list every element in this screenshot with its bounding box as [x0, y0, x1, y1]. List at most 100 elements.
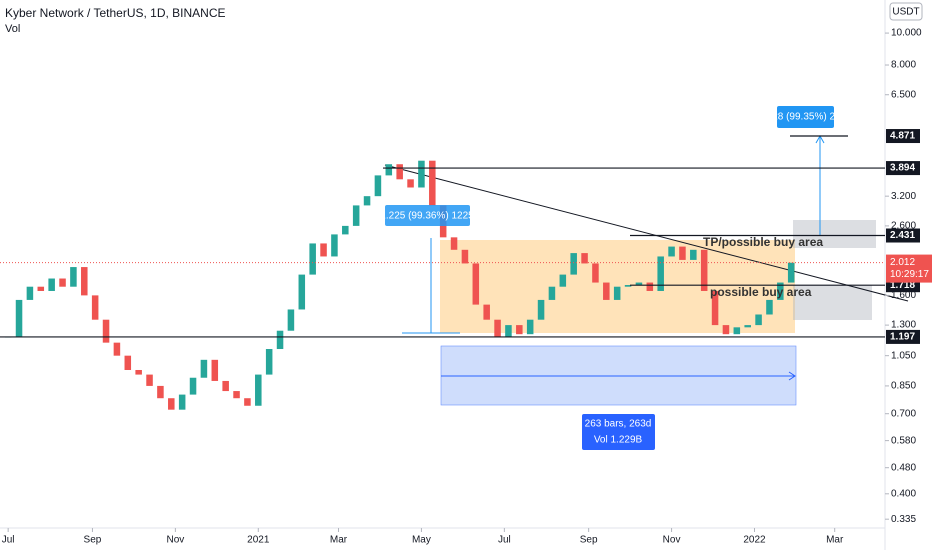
candle — [429, 160, 436, 206]
candle — [91, 295, 99, 320]
y-tick-label: 0.580 — [891, 435, 916, 446]
date-range-label: Vol 1.229B — [594, 435, 643, 446]
candle — [733, 327, 741, 335]
candle — [668, 246, 675, 257]
candle — [385, 164, 393, 176]
candle — [48, 278, 55, 291]
candle — [461, 249, 469, 264]
x-tick-label: Sep — [84, 535, 102, 546]
y-tick-label: 0.335 — [891, 514, 916, 525]
candle — [178, 394, 186, 410]
candle — [613, 286, 621, 300]
candle — [777, 282, 784, 300]
x-tick-label: Mar — [826, 535, 844, 546]
candle — [200, 359, 208, 378]
candle — [352, 205, 360, 226]
y-tick-label: 0.480 — [891, 462, 916, 473]
range-box — [440, 240, 795, 333]
buy-zone — [793, 285, 872, 320]
annotation: TP/possible buy area — [703, 235, 823, 249]
candle — [135, 369, 142, 375]
candle — [113, 342, 121, 356]
candle — [189, 377, 197, 395]
date-range-label: 263 bars, 263d — [585, 419, 652, 430]
candle — [331, 234, 338, 257]
y-tick-label: 10.000 — [891, 28, 922, 39]
currency-button[interactable] — [889, 2, 923, 21]
candle — [26, 286, 34, 300]
y-tick-label: 0.400 — [891, 488, 916, 499]
candle — [603, 282, 610, 300]
candle — [766, 299, 773, 315]
candle — [59, 278, 66, 287]
measure-label: 1.225 (99.36%) 1225 — [380, 211, 474, 222]
candle — [244, 398, 251, 406]
measure-label: 2.428 (99.35%) 2428 — [758, 112, 852, 123]
y-tick-label: 3.200 — [891, 191, 916, 202]
date-range-label-box — [582, 414, 655, 450]
y-tick-label: 8.000 — [891, 60, 916, 71]
date-range-arrow — [788, 371, 796, 381]
buy-zone — [793, 220, 876, 248]
candle — [483, 304, 490, 320]
candle — [450, 237, 458, 250]
y-tick-label: 1.600 — [891, 290, 916, 301]
level-label-box — [886, 228, 920, 243]
candle — [537, 299, 545, 320]
candle — [374, 175, 382, 197]
candle — [711, 290, 719, 326]
candle — [146, 374, 153, 386]
x-tick-label: May — [412, 535, 431, 546]
current-price-box — [886, 254, 932, 283]
annotation: possible buy area — [710, 285, 812, 299]
candle — [559, 274, 567, 287]
x-tick-label: Jul — [2, 535, 15, 546]
candle — [526, 319, 534, 335]
candle — [548, 286, 556, 300]
candle — [287, 309, 295, 331]
level-label: 1.197 — [890, 332, 915, 343]
currency-label[interactable]: USDT — [892, 7, 919, 18]
level-label: 4.871 — [890, 131, 915, 142]
candle — [690, 249, 697, 260]
candle — [407, 179, 414, 188]
measure-label-box — [385, 205, 470, 226]
y-tick-label: 6.500 — [891, 89, 916, 100]
level-label-box — [886, 161, 920, 176]
x-tick-label: Sep — [580, 535, 598, 546]
level-label: 3.894 — [890, 163, 915, 174]
candle — [722, 325, 730, 335]
y-tick-label: 0.850 — [891, 381, 916, 392]
candle — [700, 249, 708, 291]
level-label: 2.431 — [890, 230, 915, 241]
candle — [222, 380, 229, 392]
current-price-label: 2.012 — [890, 257, 915, 268]
candle — [646, 282, 654, 291]
y-tick-label: 2.600 — [891, 221, 916, 232]
x-tick-label: Jul — [498, 535, 511, 546]
candle — [494, 319, 501, 337]
x-tick-label: Mar — [330, 535, 348, 546]
candle — [418, 160, 425, 188]
candle — [363, 196, 371, 206]
candle — [211, 359, 219, 381]
candle — [233, 391, 240, 399]
x-tick-label: 2021 — [247, 535, 270, 546]
chart-title: Kyber Network / TetherUS, 1D, BINANCE — [5, 6, 226, 20]
measure-label-box — [777, 106, 834, 128]
candle — [309, 243, 316, 275]
candle — [755, 314, 762, 326]
candle — [342, 225, 349, 235]
candle — [276, 330, 284, 350]
candle — [570, 253, 577, 275]
candle — [624, 285, 632, 287]
y-tick-label: 0.700 — [891, 408, 916, 419]
indicator-name: Vol — [5, 23, 20, 35]
countdown-label: 10:29:17 — [890, 269, 929, 280]
x-tick-label: Nov — [663, 535, 681, 546]
candle — [157, 385, 164, 399]
x-tick-label: Nov — [166, 535, 184, 546]
candle — [37, 286, 45, 291]
candle — [320, 243, 327, 257]
candle — [581, 253, 588, 264]
